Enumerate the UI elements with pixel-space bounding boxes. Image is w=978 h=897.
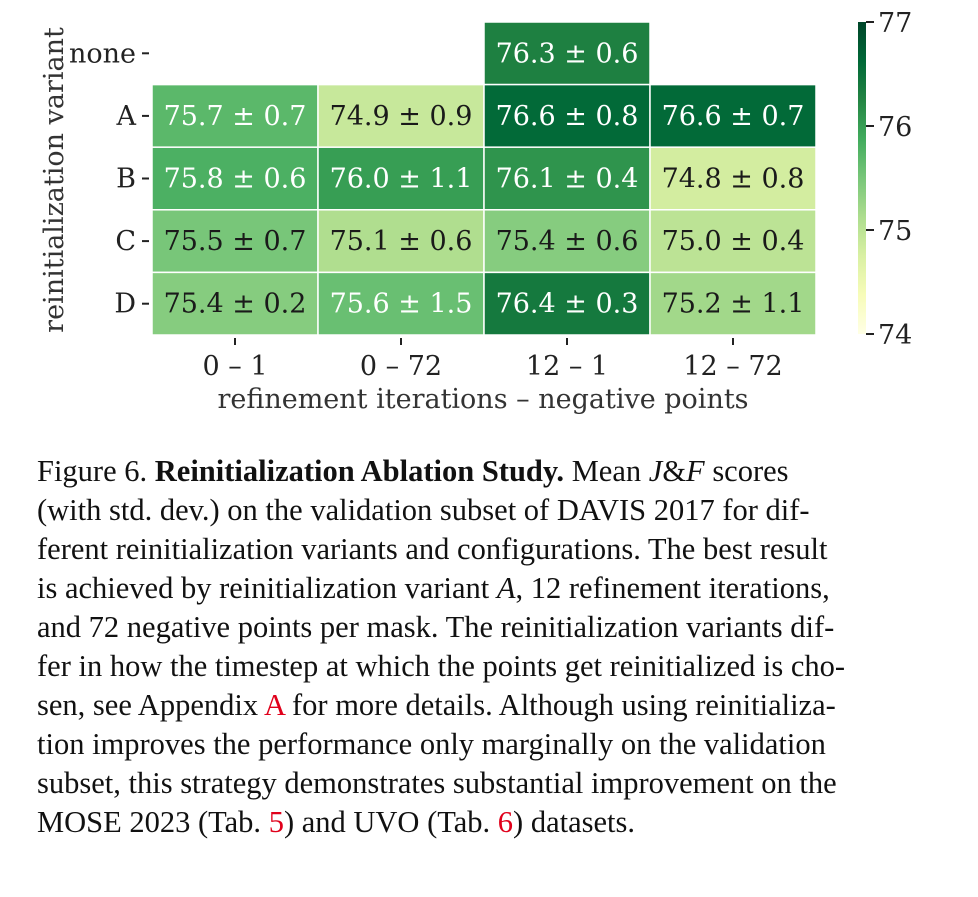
caption-text: Mean (564, 454, 649, 488)
caption-line: ferent reinitialization variants and con… (37, 530, 978, 569)
row-tick-label: A (116, 101, 137, 132)
cell-label: 75.4 ± 0.2 (164, 289, 307, 320)
colorbar-tick-label: 77 (878, 8, 912, 39)
cell-label: 76.6 ± 0.8 (496, 101, 639, 132)
caption-text: Figure 6. (37, 454, 155, 488)
heatmap-cell (151, 83, 319, 148)
cell-label: 74.9 ± 0.9 (330, 101, 473, 132)
caption-text: , 12 refinement iterations, (515, 571, 830, 605)
cell-label: 76.0 ± 1.1 (330, 164, 473, 195)
caption-line: subset, this strategy demonstrates subst… (37, 764, 978, 803)
heatmap-cell (483, 209, 651, 274)
caption-line: tion improves the performance only margi… (37, 725, 978, 764)
row-tick-labels: none A BC D (69, 38, 149, 320)
heatmap-cell (483, 21, 651, 86)
caption-text: ) datasets. (513, 805, 635, 839)
heatmap-cell (483, 146, 651, 211)
heatmap-chart: 76.3 ± 0.6 75.7 ± 0.7 74.9 ± 0.9 76.6 ± 0.8… (39, 8, 912, 415)
cell-label: 75.8 ± 0.6 (164, 164, 307, 195)
cell-label: 75.2 ± 1.1 (662, 289, 805, 320)
caption-text: & (662, 454, 687, 488)
colorbar-tick-label: 76 (878, 112, 912, 143)
cell-label: 75.1 ± 0.6 (330, 226, 473, 257)
caption-line: is achieved by reinitialization variant … (37, 569, 978, 608)
caption-reference-link[interactable]: 5 (268, 805, 284, 839)
caption-text: subset, this strategy demonstrates subst… (37, 766, 837, 800)
row-tick-label: none (69, 38, 136, 69)
column-tick-label: 0 – 72 (360, 351, 442, 382)
x-axis-label: refinement iterations – negative points (217, 384, 748, 415)
cell-label: 75.4 ± 0.6 (496, 226, 639, 257)
caption-title: Reinitialization Ablation Study. (154, 454, 565, 488)
caption-line: and 72 negative points per mask. The rei… (37, 608, 978, 647)
cell-label: 75.6 ± 1.5 (330, 289, 473, 320)
cell-label: 76.3 ± 0.6 (496, 38, 639, 69)
caption-text: for more details. Although using reiniti… (284, 688, 836, 722)
heatmap-cell (483, 271, 651, 336)
colorbar: 77 76 75 74 (858, 8, 912, 351)
caption-line: sen, see Appendix A for more details. Al… (37, 686, 978, 725)
heatmap-cells: 76.3 ± 0.6 75.7 ± 0.7 74.9 ± 0.9 76.6 ± 0.8… (151, 21, 817, 336)
colorbar-tick-label: 75 (878, 216, 912, 247)
caption-text: fer in how the timestep at which the poi… (37, 649, 846, 683)
heatmap-cell (317, 83, 485, 148)
column-tick-labels: 0 – 1 0 – 72 12 – 1 12 – 72 (202, 338, 783, 382)
caption-line: (with std. dev.) on the validation subse… (37, 491, 978, 530)
figure-caption: Figure 6. Reinitialization Ablation Stud… (37, 452, 978, 842)
row-tick-label: C (115, 226, 136, 257)
cell-label: 76.6 ± 0.7 (662, 101, 805, 132)
column-tick-label: 12 – 72 (683, 351, 782, 382)
caption-line: Figure 6. Reinitialization Ablation Stud… (37, 452, 978, 491)
heatmap-cell (151, 271, 319, 336)
caption-text: sen, see Appendix (37, 688, 265, 722)
caption-text: (with std. dev.) on the validation subse… (37, 493, 810, 527)
column-tick-label: 0 – 1 (202, 351, 267, 382)
caption-text: MOSE 2023 (Tab. (37, 805, 269, 839)
y-axis-label: reinitialization variant (39, 27, 70, 333)
cell-label: 75.0 ± 0.4 (662, 226, 805, 257)
cell-label: 75.7 ± 0.7 (164, 101, 307, 132)
heatmap-cell (649, 271, 817, 336)
cell-label: 75.5 ± 0.7 (164, 226, 307, 257)
colorbar-tick-label: 74 (878, 320, 912, 351)
caption-reference-link[interactable]: 6 (497, 805, 514, 839)
cell-label: 74.8 ± 0.8 (662, 164, 805, 195)
caption-text: and 72 negative points per mask. The rei… (37, 610, 835, 644)
caption-line: fer in how the timestep at which the poi… (37, 647, 978, 686)
colorbar-ticks: 77 76 75 74 (866, 8, 912, 351)
heatmap-cell (151, 146, 319, 211)
heatmap-cell (151, 209, 319, 274)
colorbar-gradient (858, 22, 866, 334)
caption-math-symbol: J (648, 454, 663, 488)
cell-label: 76.1 ± 0.4 (496, 164, 639, 195)
row-tick-label: D (114, 289, 136, 320)
caption-line: MOSE 2023 (Tab. 5) and UVO (Tab. 6) data… (37, 803, 978, 842)
caption-text: ferent reinitialization variants and con… (37, 532, 828, 566)
caption-reference-link[interactable]: A (264, 688, 285, 722)
heatmap-figure: 76.3 ± 0.6 75.7 ± 0.7 74.9 ± 0.9 76.6 ± 0.8… (0, 0, 978, 440)
caption-text: ) and UVO (Tab. (283, 805, 498, 839)
caption-math-symbol: F (686, 454, 705, 488)
column-tick-label: 12 – 1 (526, 351, 608, 382)
row-tick-label: B (116, 164, 136, 195)
caption-text: is achieved by reinitialization variant (37, 571, 497, 605)
cell-label: 76.4 ± 0.3 (496, 289, 639, 320)
caption-text: scores (704, 454, 789, 488)
caption-text: tion improves the performance only margi… (37, 727, 826, 761)
caption-math-symbol: A (496, 571, 516, 605)
